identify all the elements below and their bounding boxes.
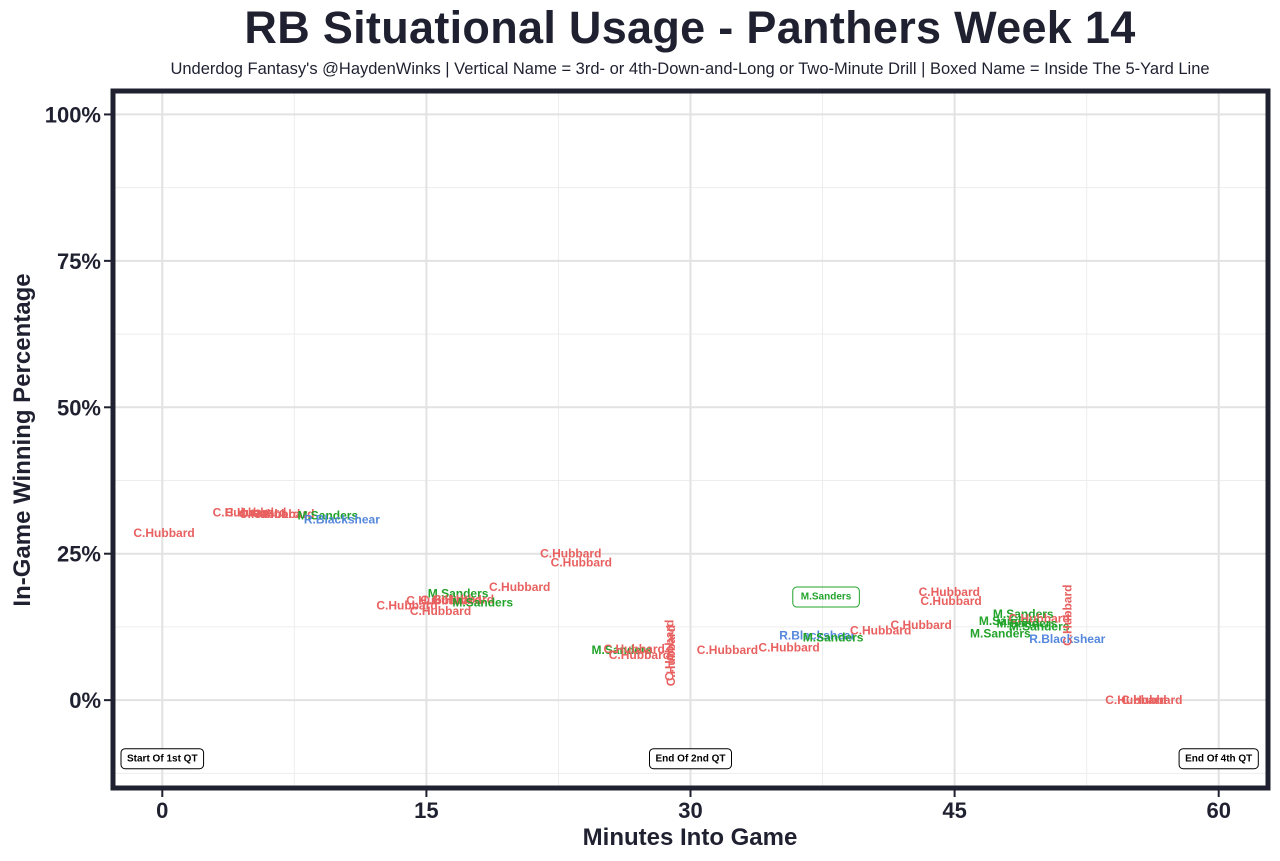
data-point: C.Hubbard: [697, 643, 758, 657]
data-point: M.Sanders: [1009, 619, 1070, 633]
data-point: C.Hubbard: [1105, 693, 1166, 707]
y-axis-label: In-Game Winning Percentage: [9, 273, 36, 606]
period-marker-label: Start Of 1st QT: [127, 754, 198, 765]
y-tick-label: 100%: [45, 102, 101, 127]
period-markers: Start Of 1st QT End Of 2nd QT End Of 4th Q…: [120, 748, 1259, 770]
data-point: C.Hubbard: [420, 593, 481, 607]
data-point-vertical: C.Hubbard: [1060, 585, 1074, 646]
x-tick-label: 15: [414, 798, 438, 823]
period-marker-box: [649, 748, 732, 770]
data-point: C.Hubbard: [850, 623, 911, 637]
x-tick-label: 0: [156, 798, 168, 823]
data-point: C.Hubbard: [758, 640, 819, 654]
data-point: M.Sanders: [993, 607, 1054, 621]
y-tick-label: 25%: [57, 542, 101, 567]
data-point: C.Hubbard: [225, 506, 286, 520]
chart-title: RB Situational Usage - Panthers Week 14: [244, 2, 1136, 53]
data-point: C.Hubbard: [551, 556, 612, 570]
data-point: C.Hubbard: [603, 642, 664, 656]
x-tick-label: 45: [942, 798, 966, 823]
data-point: C.Hubbard: [253, 507, 314, 521]
data-point: M.Sanders: [803, 630, 864, 644]
data-point: R.Blackshear: [1029, 632, 1105, 646]
y-tick-label: 50%: [57, 395, 101, 420]
data-point: C.Hubbard: [410, 604, 471, 618]
data-point: C.Hubbard: [239, 507, 300, 521]
data-point: R.Blackshear: [304, 513, 380, 527]
data-point: M.Sanders: [979, 614, 1040, 628]
y-tick-label: 0%: [69, 688, 101, 713]
data-point: C.Hubbard: [920, 594, 981, 608]
data-points: C.HubbardC.HubbardC.HubbardC.HubbardC.Hu…: [133, 506, 1182, 707]
data-point-vertical: C.Hubbard: [662, 620, 676, 681]
data-point: M.Sanders: [428, 587, 489, 601]
data-point: C.Hubbard: [376, 598, 437, 612]
plot-border: [110, 88, 1271, 791]
data-point-vertical: C.Hubbard: [664, 625, 678, 686]
data-point-boxed: M.Sanders: [801, 592, 852, 603]
y-axis-ticks: 0% 25% 50% 75% 100%: [45, 102, 111, 713]
data-point: C.Hubbard: [1121, 693, 1182, 707]
chart-subtitle: Underdog Fantasy's @HaydenWinks | Vertic…: [170, 60, 1210, 78]
data-point: M.Sanders: [996, 616, 1057, 630]
data-point: R.Blackshear: [779, 629, 855, 643]
x-tick-label: 60: [1206, 798, 1230, 823]
period-marker-box: [120, 748, 205, 770]
data-point: M.Sanders: [970, 626, 1031, 640]
period-marker-label: End Of 4th QT: [1185, 754, 1252, 765]
data-point: C.Hubbard: [133, 526, 194, 540]
data-point: C.Hubbard: [919, 585, 980, 599]
x-tick-label: 30: [678, 798, 702, 823]
period-marker-box: [1178, 748, 1259, 770]
x-axis-ticks: 0 15 30 45 60: [156, 790, 1231, 823]
data-point: M.Sanders: [297, 509, 358, 523]
data-point: C.Hubbard: [890, 618, 951, 632]
data-point: C.Hubbard: [433, 592, 494, 606]
grid-lines: [113, 91, 1268, 788]
data-point: C.Hubbard: [540, 547, 601, 561]
data-point: C.Hubbard: [213, 506, 274, 520]
x-axis-label: Minutes Into Game: [583, 824, 798, 851]
period-marker-label: End Of 2nd QT: [656, 754, 726, 765]
boxed-point-frame: [792, 586, 860, 608]
y-tick-label: 75%: [57, 249, 101, 274]
data-point: C.Hubbard: [1008, 612, 1069, 626]
data-point: C.Hubbard: [609, 648, 670, 662]
data-point: M.Sanders: [591, 643, 652, 657]
data-point: C.Hubbard: [406, 594, 467, 608]
data-point: M.Sanders: [452, 595, 513, 609]
data-point: C.Hubbard: [489, 580, 550, 594]
